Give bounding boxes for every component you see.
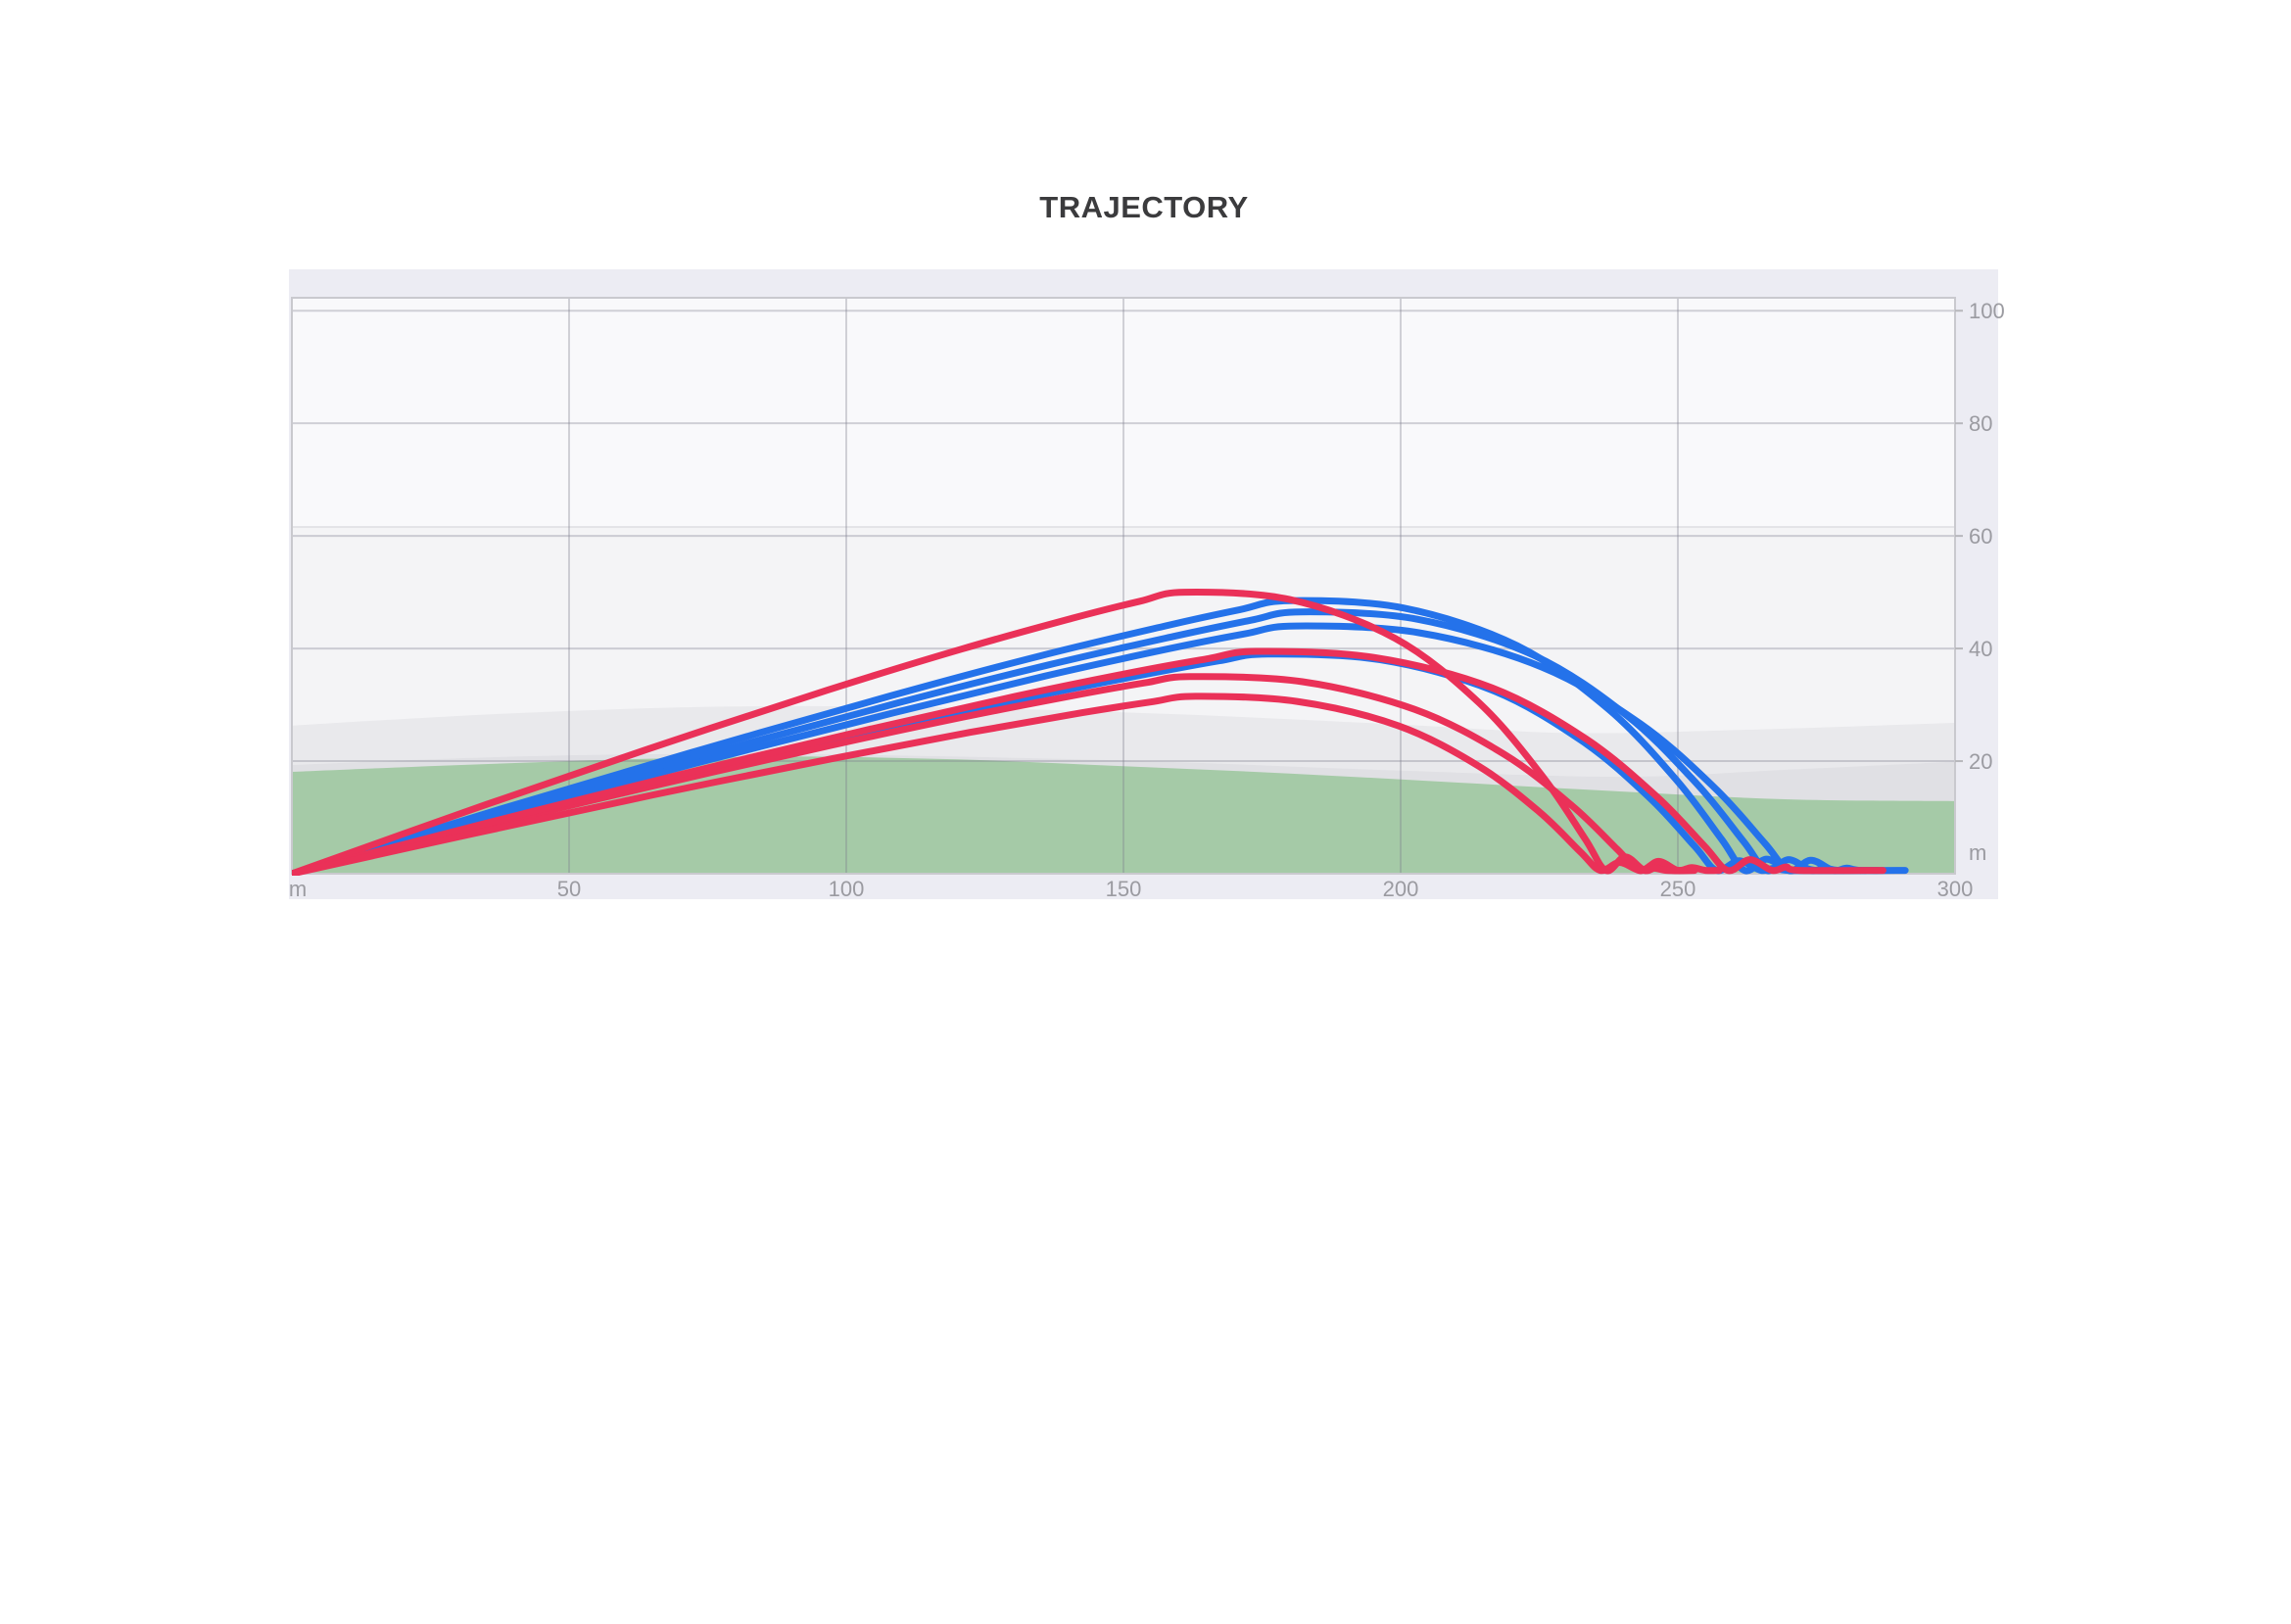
x-axis-labels: m 50 100 150 200 250 300 <box>289 877 1974 901</box>
plot-border <box>291 297 1956 875</box>
trajectory-blue-3 <box>292 622 1909 876</box>
y-tick-label-60: 60 <box>1969 524 1992 549</box>
plot-upper-band <box>292 298 1955 527</box>
x-tick-label-200: 200 <box>1383 877 1419 901</box>
y-axis-labels: 20 40 60 80 100 m <box>1969 299 2005 865</box>
x-tick-label-250: 250 <box>1660 877 1696 901</box>
y-tick-label-40: 40 <box>1969 637 1992 661</box>
x-tick-label-100: 100 <box>829 877 865 901</box>
trajectory-red-1 <box>292 589 1698 876</box>
x-tick-label-300: 300 <box>1937 877 1974 901</box>
trajectory-red-2 <box>292 673 1723 876</box>
y-tick-label-80: 80 <box>1969 411 1992 436</box>
x-tick-label-50: 50 <box>557 877 581 901</box>
trajectory-red-3 <box>292 647 1886 876</box>
y-axis-unit-label: m <box>1969 840 1986 865</box>
y-tick-label-100: 100 <box>1969 299 2005 323</box>
x-tick-label-150: 150 <box>1106 877 1142 901</box>
chart-title: TRAJECTORY <box>1039 190 1248 224</box>
x-axis-unit-label: m <box>289 877 307 901</box>
trajectory-red-4 <box>292 693 1688 876</box>
trajectory-blue-2 <box>292 608 1882 876</box>
y-tick-label-20: 20 <box>1969 749 1992 774</box>
trajectory-blue-1 <box>292 597 1865 876</box>
curves-layer <box>292 589 1909 876</box>
axis-ticks-layer <box>1955 310 1963 763</box>
